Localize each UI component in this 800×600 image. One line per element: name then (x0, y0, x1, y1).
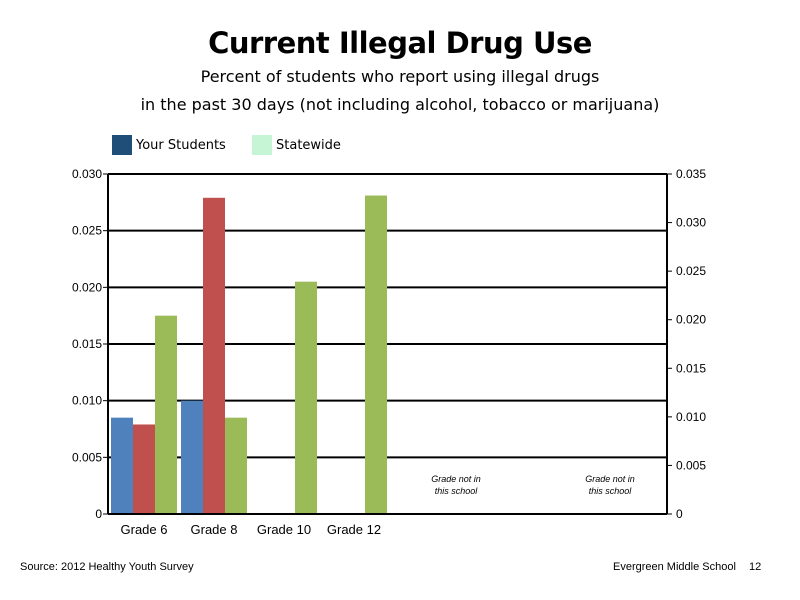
bar (181, 400, 203, 514)
legend-label-your-students: Your Students (136, 137, 226, 153)
grade-not-in-school-note: this school (589, 486, 633, 496)
school-name: Evergreen Middle School (613, 561, 736, 573)
x-tick-label: Grade 8 (191, 522, 238, 537)
right-tick-label: 0.030 (676, 216, 706, 230)
bar (225, 417, 247, 514)
left-tick-label: 0.020 (72, 280, 102, 294)
legend-item-statewide: Statewide (252, 135, 341, 155)
left-tick-label: 0.010 (72, 394, 102, 408)
chart-subtitle-line-2: in the past 30 days (not including alcoh… (140, 95, 660, 114)
x-tick-label: Grade 10 (257, 522, 311, 537)
right-tick-label: 0.015 (676, 361, 706, 375)
right-tick-label: 0.025 (676, 264, 706, 278)
bar (295, 281, 317, 514)
x-tick-label: Grade 12 (327, 522, 381, 537)
grade-not-in-school-note: Grade not in (431, 474, 481, 484)
x-tick-label: Grade 6 (121, 522, 168, 537)
chart-subtitle-line-1: Percent of students who report using ill… (200, 67, 600, 86)
bar (133, 424, 155, 514)
right-tick-label: 0.035 (676, 167, 706, 181)
left-tick-label: 0.005 (72, 450, 102, 464)
left-tick-label: 0 (95, 507, 102, 521)
chart-title: Current Illegal Drug Use (208, 26, 592, 60)
legend-swatch-your-students (112, 135, 132, 155)
legend-label-statewide: Statewide (276, 137, 341, 153)
page-number: 12 (749, 561, 762, 573)
bar (111, 417, 133, 514)
right-tick-label: 0 (676, 507, 683, 521)
grade-not-in-school-note: this school (435, 486, 479, 496)
right-tick-label: 0.020 (676, 313, 706, 327)
left-tick-label: 0.025 (72, 224, 102, 238)
right-tick-label: 0.010 (676, 410, 706, 424)
bar (203, 197, 225, 515)
legend-swatch-statewide (252, 135, 272, 155)
left-tick-label: 0.030 (72, 167, 102, 181)
bar (155, 315, 177, 514)
grade-not-in-school-note: Grade not in (585, 474, 635, 484)
left-tick-label: 0.015 (72, 337, 102, 351)
source-note: Source: 2012 Healthy Youth Survey (20, 561, 194, 573)
bar (365, 195, 387, 515)
legend-item-your-students: Your Students (112, 135, 226, 155)
right-tick-label: 0.005 (676, 458, 706, 472)
